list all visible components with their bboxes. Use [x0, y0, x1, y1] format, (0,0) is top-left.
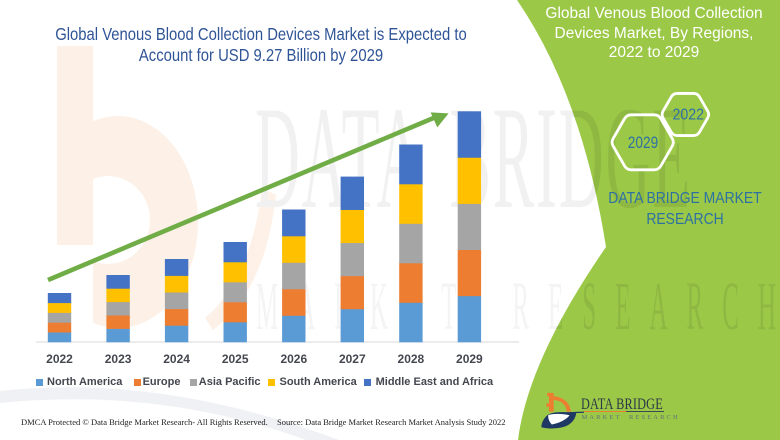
svg-text:2029: 2029: [628, 133, 659, 152]
svg-text:2022: 2022: [673, 107, 705, 124]
